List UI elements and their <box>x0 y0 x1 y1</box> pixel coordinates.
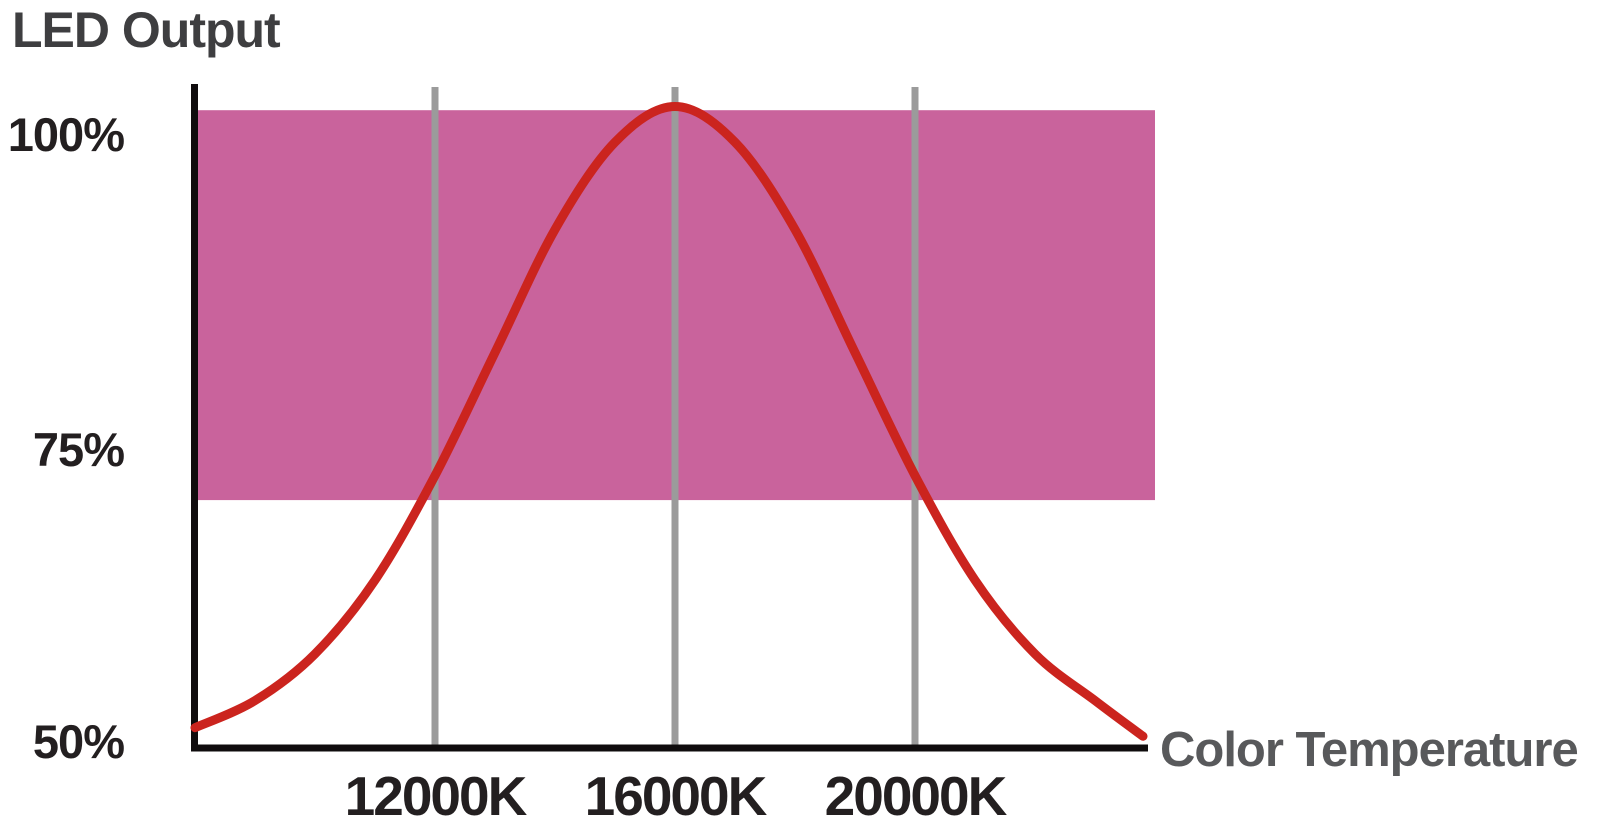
gridlines-layer <box>431 87 919 748</box>
x-tick-label-20000k: 20000K <box>824 765 1008 826</box>
x-tick-label-16000k: 16000K <box>584 765 768 826</box>
x-tick-label-12000k: 12000K <box>344 765 528 826</box>
y-tick-label-75: 75% <box>32 423 125 476</box>
y-tick-label-100: 100% <box>7 108 125 161</box>
x-axis-title: Color Temperature <box>1160 723 1579 777</box>
curve-layer <box>190 101 1148 741</box>
chart-title: LED Output <box>12 2 281 58</box>
y-tick-label-50: 50% <box>32 715 125 768</box>
axes-layer <box>191 84 1148 752</box>
led-output-curve <box>190 101 1148 741</box>
